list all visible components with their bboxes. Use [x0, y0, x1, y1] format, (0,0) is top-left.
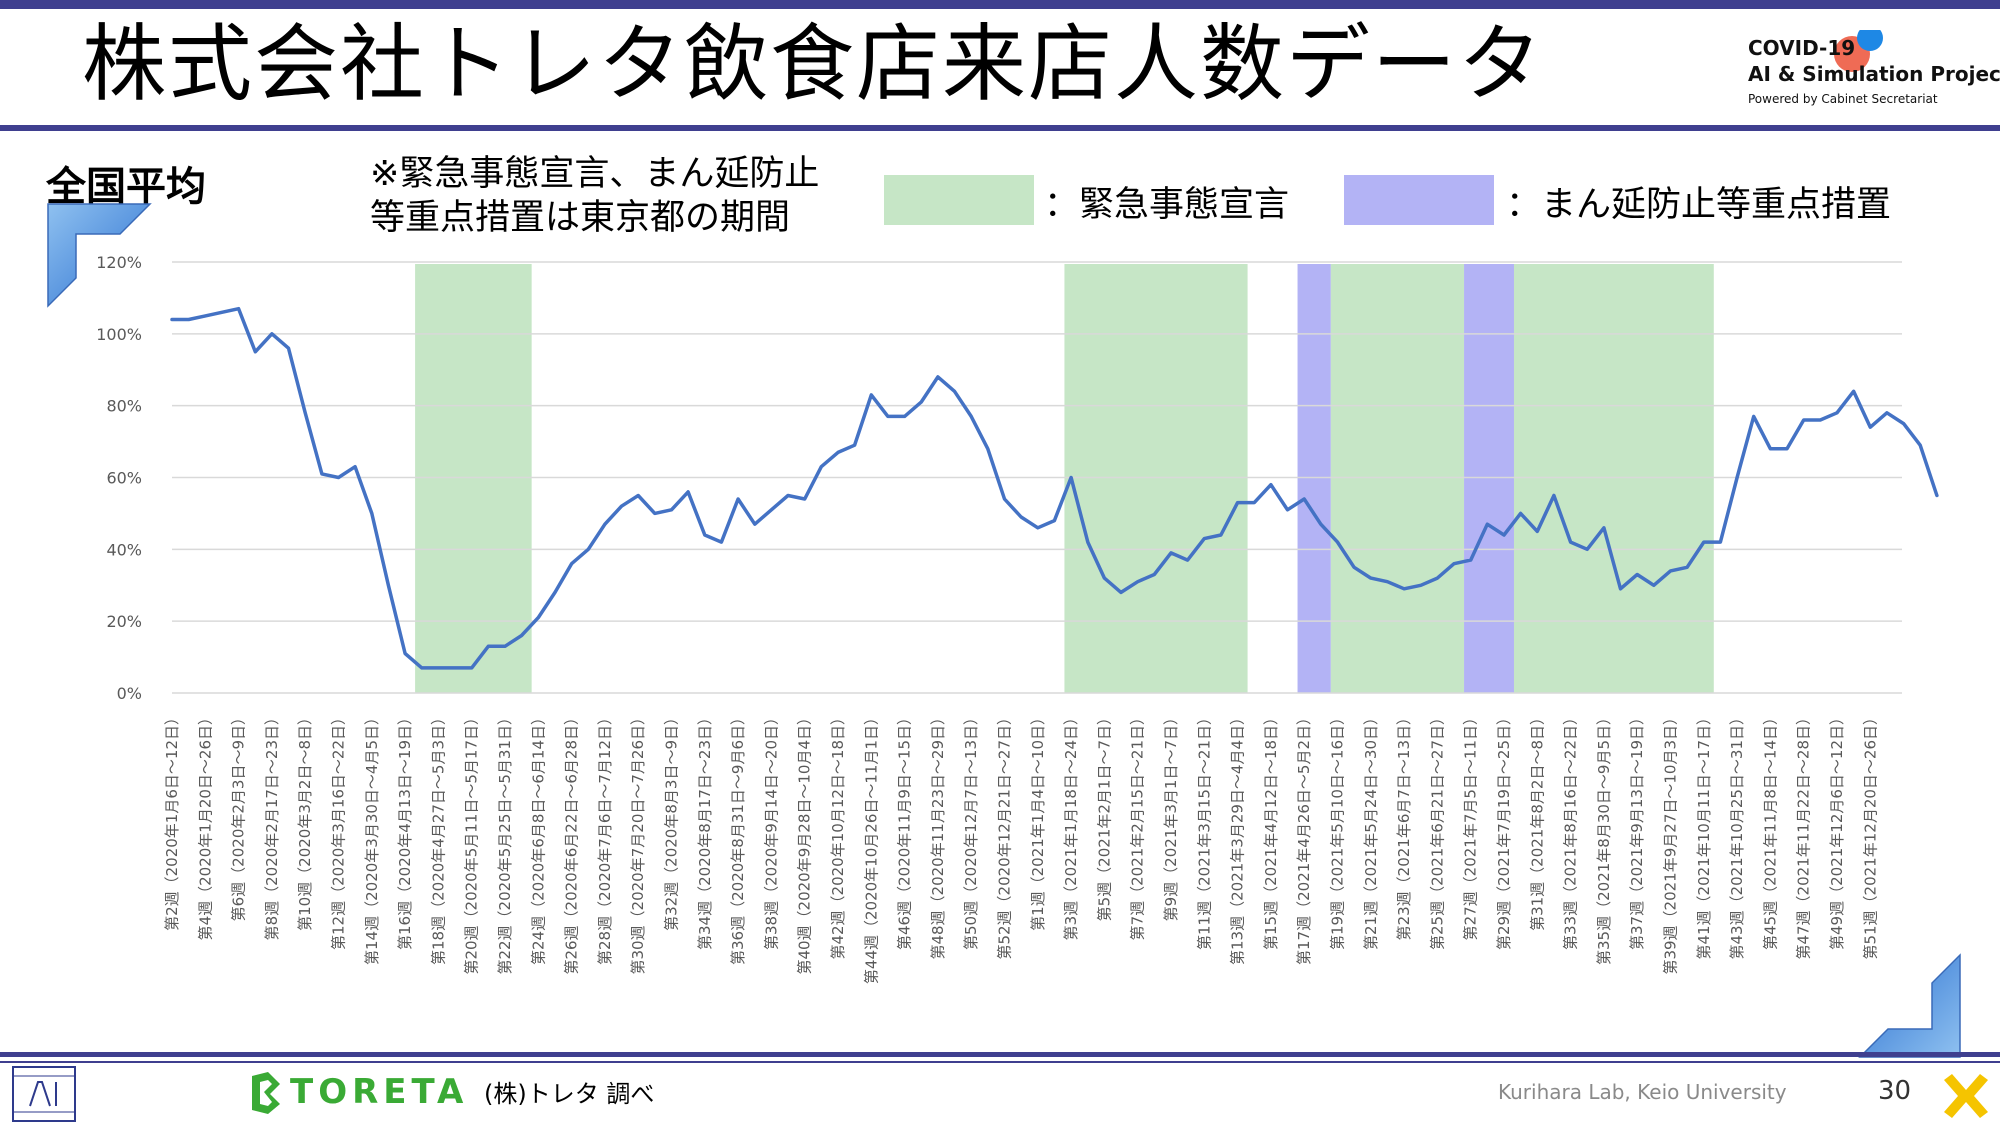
x-tick-label: 第33週（2021年8月16日～22日）	[1562, 710, 1580, 950]
x-tick-label: 第42週（2020年10月12日～18日）	[829, 710, 847, 960]
period-note: ※緊急事態宣言、まん延防止 等重点措置は東京都の期間	[370, 154, 820, 238]
y-tick-label: 80%	[106, 397, 142, 416]
x-tick-label: 第18週（2020年4月27日～5月3日）	[429, 710, 447, 965]
x-tick-label: 第43週（2021年10月25日～31日）	[1728, 710, 1746, 960]
x-tick-label: 第3週（2021年1月18日～24日）	[1062, 710, 1080, 940]
x-tick-label: 第36週（2020年8月31日～9月6日）	[729, 710, 747, 965]
y-tick-label: 120%	[96, 253, 142, 272]
chart-subtitle: 全国平均	[46, 164, 206, 210]
x-tick-label: 第28週（2020年7月6日～7月12日）	[596, 710, 614, 965]
footer-thin-bar	[0, 1061, 2000, 1063]
x-tick-label: 第11週（2021年3月15日～21日）	[1195, 710, 1213, 950]
legend-swatch-emergency	[884, 175, 1034, 225]
x-tick-label: 第45週（2021年11月8日～14日）	[1761, 710, 1779, 950]
legend-label-priority-measures: ：まん延防止等重点措置	[1506, 185, 1892, 225]
x-tick-label: 第32週（2020年8月3日～9日）	[663, 710, 681, 931]
x-tick-label: 第47週（2021年11月22日～28日）	[1795, 710, 1813, 960]
x-tick-label: 第24週（2020年6月8日～6月14日）	[529, 710, 547, 965]
shaded-period-4	[1464, 264, 1514, 693]
header-top-bar	[0, 0, 2000, 9]
source-note: (株)トレタ 調べ	[484, 1080, 655, 1108]
y-tick-label: 20%	[106, 612, 142, 631]
x-tick-label: 第44週（2020年10月26日～11月1日）	[862, 710, 880, 984]
x-tick-label: 第31週（2021年8月2日～8日）	[1528, 710, 1546, 931]
x-tick-label: 第46週（2020年11月9日～15日）	[896, 710, 914, 950]
x-tick-label: 第49週（2021年12月6日～12日）	[1828, 710, 1846, 950]
footer-top-bar	[0, 1052, 2000, 1057]
x-tick-label: 第8週（2020年2月17日～23日）	[263, 710, 281, 940]
corner-bracket-bottom-right-icon	[1858, 953, 1961, 1058]
x-tick-label: 第15週（2021年4月12日～18日）	[1262, 710, 1280, 950]
x-tick-label: 第6週（2020年2月3日～9日）	[230, 710, 248, 921]
x-tick-label: 第26週（2020年6月22日～6月28日）	[563, 710, 581, 975]
x-tick-label: 第13週（2021年3月29日～4月4日）	[1229, 710, 1247, 965]
x-tick-label: 第35週（2021年8月30日～9月5日）	[1595, 710, 1613, 965]
page-number: 30	[1878, 1076, 1912, 1106]
x-tick-label: 第9週（2021年3月1日～7日）	[1162, 710, 1180, 921]
x-tick-label: 第21週（2021年5月24日～30日）	[1362, 710, 1380, 950]
y-tick-label: 100%	[96, 325, 142, 344]
x-tick-label: 第17週（2021年4月26日～5月2日）	[1295, 710, 1313, 965]
x-tick-label: 第22週（2020年5月25日～5月31日）	[496, 710, 514, 975]
logo-line1: COVID-19	[1748, 36, 1856, 60]
logo-line2: AI & Simulation Project	[1748, 62, 2000, 86]
x-tick-label: 第37週（2021年9月13日～19日）	[1628, 710, 1646, 950]
x-tick-label: 第38週（2020年9月14日～20日）	[762, 710, 780, 950]
toreta-brand: TORETA	[290, 1072, 469, 1112]
x-tick-label: 第29週（2021年7月19日～25日）	[1495, 710, 1513, 950]
corner-bracket-top-left-icon	[47, 203, 152, 308]
shaded-period-2	[1297, 264, 1331, 693]
project-cross-logo-icon	[1944, 1074, 1988, 1118]
shaded-period-5	[1513, 264, 1714, 693]
logo-circles-icon	[1834, 30, 1883, 72]
x-tick-label: 第12週（2020年3月16日～22日）	[330, 710, 348, 950]
page-title: 株式会社トレタ飲食店来店人数データ	[82, 15, 1545, 113]
x-tick-label: 第34週（2020年8月17日～23日）	[696, 710, 714, 950]
shaded-period-3	[1330, 264, 1465, 693]
x-tick-label: 第19週（2021年5月10日～16日）	[1329, 710, 1347, 950]
header-bottom-bar	[0, 125, 2000, 131]
x-tick-label: 第20週（2020年5月11日～5月17日）	[463, 710, 481, 975]
x-tick-label: 第5週（2021年2月1日～7日）	[1095, 710, 1113, 921]
x-tick-label: 第23週（2021年6月7日～13日）	[1395, 710, 1413, 940]
y-tick-label: 0%	[117, 684, 142, 703]
logo-line3: Powered by Cabinet Secretariat	[1748, 92, 1938, 106]
x-tick-label: 第27週（2021年7月5日～11日）	[1462, 710, 1480, 940]
x-tick-label: 第10週（2020年3月2日～8日）	[296, 710, 314, 931]
series-line	[170, 306, 1939, 670]
shaded-period-1	[1064, 264, 1248, 693]
x-tick-label: 第50週（2020年12月7日～13日）	[962, 710, 980, 950]
x-tick-label: 第7週（2021年2月15日～21日）	[1129, 710, 1147, 940]
legend-swatch-priority-measures	[1344, 175, 1494, 225]
x-tick-label: 第2週（2020年1月6日～12日）	[163, 710, 181, 931]
toreta-logo-icon	[252, 1072, 280, 1114]
x-tick-label: 第16週（2020年4月13日～19日）	[396, 710, 414, 950]
x-tick-label: 第14週（2020年3月30日～4月5日）	[363, 710, 381, 965]
x-tick-label: 第48週（2020年11月23日～29日）	[929, 710, 947, 960]
covid-project-logo: COVID-19 AI & Simulation Project Powered…	[1748, 30, 2000, 120]
x-tick-label: 第4週（2020年1月20日～26日）	[196, 710, 214, 940]
x-tick-label: 第1週（2021年1月4日～10日）	[1029, 710, 1047, 931]
x-tick-label: 第51週（2021年12月20日～26日）	[1861, 710, 1879, 960]
x-tick-label: 第40週（2020年9月28日～10月4日）	[796, 710, 814, 975]
x-tick-label: 第25週（2021年6月21日～27日）	[1428, 710, 1446, 950]
shaded-period-0	[415, 264, 532, 693]
x-tick-label: 第52週（2020年12月21日～27日）	[996, 710, 1014, 960]
y-tick-label: 40%	[106, 540, 142, 559]
x-tick-label: 第41週（2021年10月11日～17日）	[1695, 710, 1713, 960]
x-tick-label: 第30週（2020年7月20日～7月26日）	[629, 710, 647, 975]
lab-credit: Kurihara Lab, Keio University	[1498, 1080, 1787, 1104]
x-tick-label: 第39週（2021年9月27日～10月3日）	[1662, 710, 1680, 975]
y-tick-label: 60%	[106, 469, 142, 488]
keio-lab-logo-icon	[12, 1066, 76, 1122]
legend-label-emergency: ：緊急事態宣言	[1044, 185, 1290, 225]
